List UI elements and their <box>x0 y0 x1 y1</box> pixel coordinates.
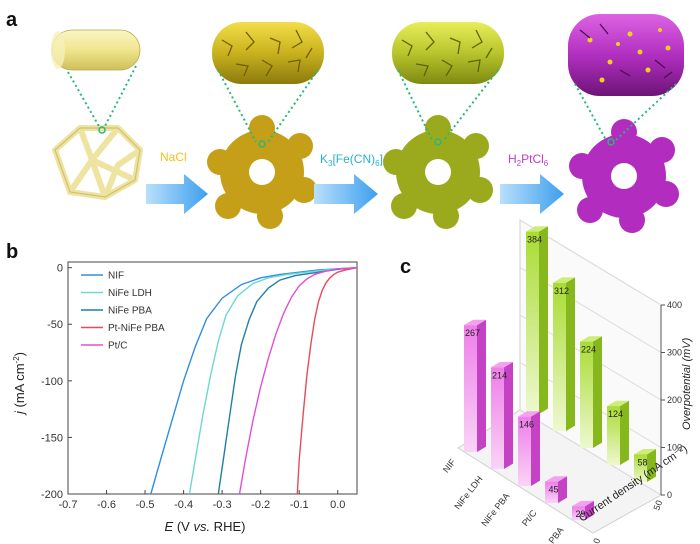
bar-50-pt-nife-pba <box>634 454 647 482</box>
panel-letter-b: b <box>6 241 18 263</box>
bar-top <box>491 361 513 368</box>
bar-side <box>566 277 575 431</box>
step-arrow-2 <box>314 174 378 214</box>
pba-framework <box>383 115 493 229</box>
bar-value-label: 214 <box>492 370 507 380</box>
x-tick-label: -0.5 <box>136 499 155 511</box>
bar-side <box>539 226 548 414</box>
bar-value-label: 58 <box>637 457 647 467</box>
bar-10-nife-ldh <box>491 367 504 469</box>
z-tick-label: 400 <box>667 300 682 310</box>
lsv-chart: -0.7 -0.6 -0.5 -0.4 -0.3 -0.2 -0.1 0.0 0 -50 -100 -… <box>41 261 358 511</box>
z-tick-label: 200 <box>667 395 682 405</box>
bar-top <box>526 226 548 232</box>
nicl-framework <box>207 115 317 229</box>
bar-10-pt-c <box>545 481 558 503</box>
bar-side <box>477 319 486 452</box>
category-label: Pt/C <box>520 508 539 528</box>
bar-value-label: 312 <box>554 286 569 296</box>
depth-tick-label: 10 <box>589 537 602 544</box>
legend-label: Pt/C <box>108 341 127 352</box>
bar-side <box>585 500 594 520</box>
legend-label: Pt-NiFe PBA <box>108 323 165 334</box>
pba-coated-rod <box>392 22 504 84</box>
y-tick-label: -50 <box>47 319 63 331</box>
category-label: NiFe LDH <box>452 474 484 511</box>
bar-top <box>464 319 486 326</box>
panel-letter-a: a <box>6 9 18 31</box>
bar-50-nife-ldh <box>553 282 566 431</box>
x-tick-label: -0.2 <box>251 499 270 511</box>
bar-value-label: 146 <box>519 420 534 430</box>
y-tick-label: -150 <box>41 432 63 444</box>
step-arrow-1 <box>146 174 208 214</box>
panel-letter-c: c <box>400 256 411 278</box>
overpotential-3d-bar-chart: 0 100 200 300 400 384 312 224 124 58 267 214 146 45 29… <box>441 219 682 544</box>
y-tick-label: 0 <box>57 263 63 275</box>
x-tick-label: -0.4 <box>174 499 193 511</box>
x-tick-label: -0.3 <box>213 499 232 511</box>
bar-side <box>531 411 540 486</box>
x-axis-title: E (V vs. RHE) <box>165 519 246 534</box>
legend-label: NiFe PBA <box>108 306 152 317</box>
bar-10-nif <box>464 325 477 452</box>
x-tick-label: -0.7 <box>59 499 78 511</box>
bar-side <box>504 361 513 469</box>
bar-value-label: 124 <box>608 409 623 419</box>
bar-side <box>647 449 656 482</box>
bar-value-label: 224 <box>581 345 596 355</box>
depth-tick-label: 50 <box>651 499 664 512</box>
z-tick-label: 300 <box>667 348 682 358</box>
bar-top <box>580 336 602 342</box>
nicl-coated-rod <box>212 22 324 84</box>
legend-label: NiFe LDH <box>108 288 152 299</box>
bar-10-nife-pba <box>518 416 531 486</box>
bar-side <box>620 400 629 465</box>
bar-top <box>634 449 656 455</box>
y-axis-title: j (mA cm-2) <box>12 352 27 416</box>
category-label: NiFe PBA <box>479 491 511 528</box>
x-tick-label: 0.0 <box>330 499 345 511</box>
bar-top <box>545 476 567 482</box>
category-label: Pt-NiFe PBA <box>526 525 565 544</box>
pt-pba-framework <box>569 119 679 233</box>
step-arrow-3 <box>500 174 564 214</box>
bar-value-label: 267 <box>465 328 480 338</box>
legend-label: NIF <box>108 271 124 282</box>
x-tick-label: -0.1 <box>290 499 309 511</box>
x-tick-label: -0.6 <box>97 499 116 511</box>
bar-side <box>593 336 602 448</box>
bar-top <box>553 277 575 283</box>
bar-value-label: 384 <box>527 235 542 245</box>
bar-value-label: 29 <box>575 509 585 519</box>
y-tick-label: -200 <box>41 489 63 501</box>
bar-top <box>518 411 540 417</box>
bar-50-nif <box>526 231 539 414</box>
z-tick-label: 100 <box>667 443 682 453</box>
pt-decorated-rod <box>568 14 684 96</box>
category-label: NIF <box>441 457 458 475</box>
bar-50-nife-pba <box>580 341 593 448</box>
z-axis-title: Overpotential (mV) <box>681 337 693 430</box>
bar-10-pt-nife-pba <box>572 506 585 520</box>
bar-side <box>558 476 567 503</box>
y-tick-label: -100 <box>41 376 63 388</box>
bar-top <box>572 500 594 507</box>
plot-frame <box>67 261 358 495</box>
bar-top <box>607 400 629 407</box>
zoom-lines <box>67 65 677 143</box>
bar-value-label: 45 <box>548 485 558 495</box>
bar-50-pt-c <box>607 406 620 465</box>
reagent-ferricyanide: K3[Fe(CN)6] <box>320 152 383 168</box>
reagent-chloroplatinic-acid: H2PtCl6 <box>508 152 549 168</box>
pristine-rod <box>51 29 141 71</box>
series-line-nife-pba <box>217 267 358 495</box>
series-line-nif <box>150 267 358 495</box>
series-line-nife-ldh <box>188 267 358 495</box>
series-line-pt-c <box>238 267 358 495</box>
z-tick-label: 0 <box>667 490 672 500</box>
reagent-nacl: NaCl <box>160 150 187 164</box>
series-line-pt-nife-pba <box>296 267 358 495</box>
